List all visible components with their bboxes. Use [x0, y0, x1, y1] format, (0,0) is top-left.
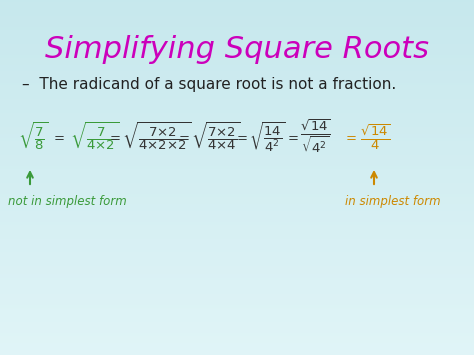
Text: $\dfrac{\sqrt{14}}{\sqrt{4^2}}$: $\dfrac{\sqrt{14}}{\sqrt{4^2}}$: [300, 118, 330, 156]
Text: $=$: $=$: [285, 131, 299, 143]
Text: $\dfrac{\sqrt{14}}{4}$: $\dfrac{\sqrt{14}}{4}$: [360, 122, 391, 152]
Text: $=$: $=$: [176, 131, 190, 143]
Text: $=$: $=$: [343, 131, 357, 143]
Text: $\sqrt{\dfrac{14}{4^2}}$: $\sqrt{\dfrac{14}{4^2}}$: [249, 120, 286, 154]
Text: $\sqrt{\dfrac{7\mathsf{\times}2}{4\mathsf{\times}4}}$: $\sqrt{\dfrac{7\mathsf{\times}2}{4\maths…: [191, 121, 241, 153]
Text: Simplifying Square Roots: Simplifying Square Roots: [45, 35, 429, 64]
Text: in simplest form: in simplest form: [345, 195, 441, 208]
Text: $\sqrt{\dfrac{7}{8}}$: $\sqrt{\dfrac{7}{8}}$: [18, 121, 48, 153]
Text: –  The radicand of a square root is not a fraction.: – The radicand of a square root is not a…: [22, 77, 396, 92]
Text: $\sqrt{\dfrac{7\mathsf{\times}2}{4\mathsf{\times}2\mathsf{\times}2}}$: $\sqrt{\dfrac{7\mathsf{\times}2}{4\maths…: [122, 121, 191, 153]
Text: $\sqrt{\dfrac{7}{4\mathsf{\times}2}}$: $\sqrt{\dfrac{7}{4\mathsf{\times}2}}$: [70, 121, 119, 153]
Text: $=$: $=$: [51, 131, 65, 143]
Text: $=$: $=$: [234, 131, 248, 143]
Text: not in simplest form: not in simplest form: [8, 195, 127, 208]
Text: $=$: $=$: [107, 131, 121, 143]
